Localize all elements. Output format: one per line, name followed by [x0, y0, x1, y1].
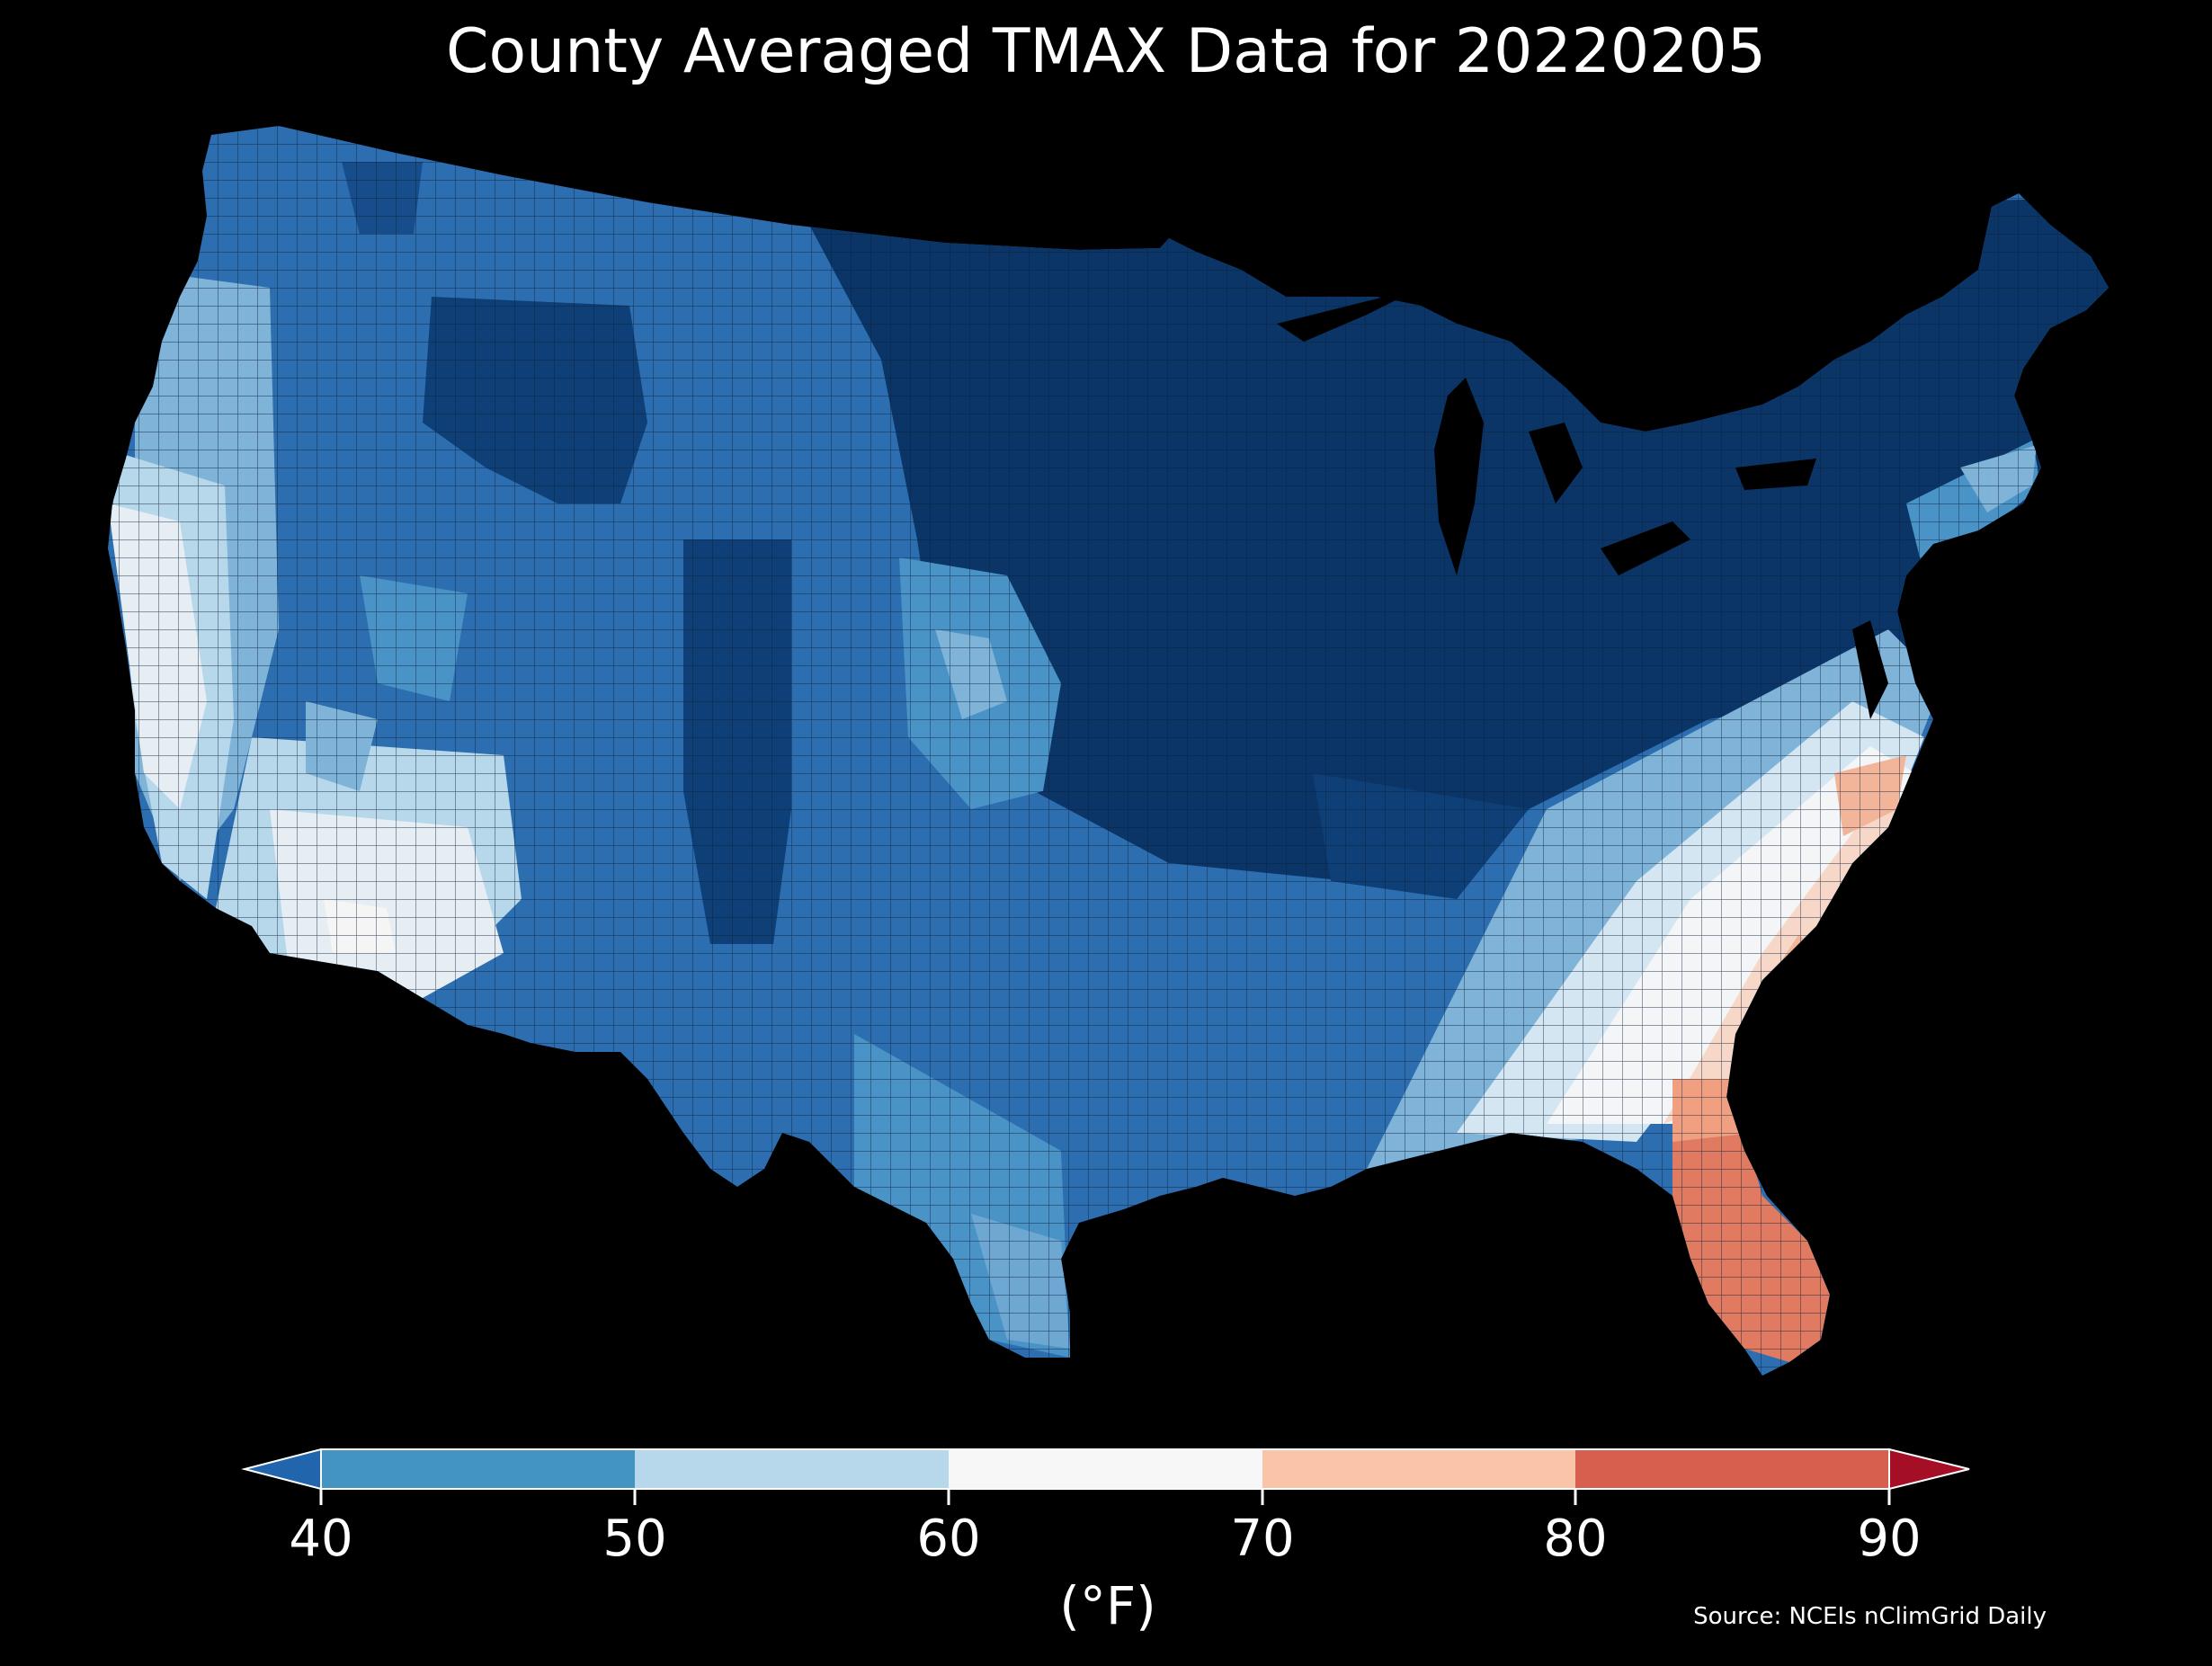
colorbar-frame — [320, 1448, 1890, 1490]
colorbar-over-arrow — [1888, 1448, 1970, 1491]
colorbar-ticks — [319, 1489, 1891, 1505]
lake-superior — [1277, 288, 1421, 342]
colorbar-bin — [635, 1449, 949, 1489]
colorbar-bin — [321, 1449, 635, 1489]
lake-huron — [1529, 423, 1583, 503]
lake-ontario — [1735, 459, 1816, 490]
colorbar-tick-label: 70 — [1230, 1510, 1295, 1568]
colorbar-bin — [949, 1449, 1262, 1489]
chesapeake-bay — [1852, 620, 1888, 719]
colorbar-tick-label: 60 — [916, 1510, 981, 1568]
colorbar-tick-label: 90 — [1857, 1510, 1922, 1568]
colorbar-tick-label: 40 — [289, 1510, 353, 1568]
colorbar-unit-label: (°F) — [1059, 1575, 1156, 1636]
lake-erie — [1601, 521, 1690, 575]
colorbar-bin — [1575, 1449, 1889, 1489]
choropleth-map — [108, 126, 2109, 1376]
source-credit: Source: NCEIs nClimGrid Daily — [1693, 1603, 2047, 1630]
colorbar-under-arrow — [241, 1448, 322, 1491]
lake-michigan — [1434, 378, 1484, 575]
colorbar-tick-label: 80 — [1543, 1510, 1608, 1568]
map-title: County Averaged TMAX Data for 20220205 — [446, 16, 1766, 87]
colorbar-tick-label: 50 — [602, 1510, 667, 1568]
colorbar-bin — [1262, 1449, 1575, 1489]
